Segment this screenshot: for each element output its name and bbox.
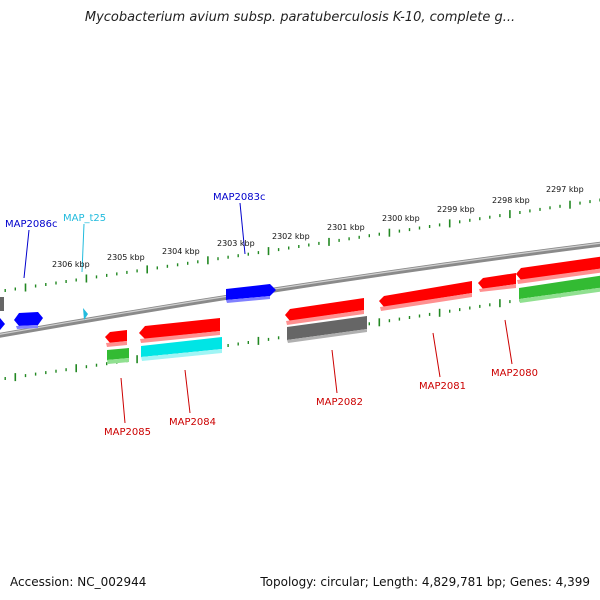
- gene-arrow-map2085[interactable]: [105, 330, 127, 343]
- gene-block-map2084-cyan[interactable]: [141, 337, 222, 357]
- scale-label-2300: 2300 kbp: [382, 214, 420, 223]
- gene-arrow-map2082[interactable]: [285, 298, 364, 321]
- chromosome-backbone: [0, 241, 600, 338]
- gene-label-map2082[interactable]: MAP2082: [316, 397, 363, 408]
- scale-label-2305: 2305 kbp: [107, 253, 145, 262]
- scale-label-2299: 2299 kbp: [437, 205, 475, 214]
- gene-block-map2082-gray[interactable]: [287, 316, 367, 340]
- gene-arrow-map-t25[interactable]: [83, 308, 88, 320]
- scale-labels: 2297 kbp 2298 kbp 2299 kbp 2300 kbp 2301…: [52, 185, 584, 269]
- scale-label-2302: 2302 kbp: [272, 232, 310, 241]
- gene-label-map2085[interactable]: MAP2085: [104, 427, 151, 438]
- topology-text: Topology: circular; Length: 4,829,781 bp…: [260, 575, 590, 589]
- scale-label-2297: 2297 kbp: [546, 185, 584, 194]
- gene-arrow-blue-left-edge[interactable]: [0, 318, 5, 330]
- gene-arrow-map2086c[interactable]: [14, 312, 43, 326]
- gene-labels: MAP2086c MAP_t25 MAP2083c MAP2085 MAP208…: [5, 192, 538, 438]
- scale-ruler-upper: [4, 198, 600, 292]
- gene-label-map2083c[interactable]: MAP2083c: [213, 192, 265, 203]
- gene-label-map-t25[interactable]: MAP_t25: [63, 213, 106, 224]
- gene-block-map2085-green[interactable]: [107, 348, 129, 360]
- gene-label-map2081[interactable]: MAP2081: [419, 381, 466, 392]
- gene-arrow-red-small[interactable]: [478, 273, 516, 289]
- scale-label-2298: 2298 kbp: [492, 196, 530, 205]
- gene-fragment-gray[interactable]: [0, 297, 4, 311]
- gene-arrow-map2084[interactable]: [139, 318, 220, 339]
- label-connectors: [23, 202, 513, 424]
- gene-features: [0, 256, 600, 364]
- gene-arrow-map2081[interactable]: [379, 281, 472, 307]
- gene-block-map2080-green[interactable]: [519, 275, 600, 299]
- gene-label-map2086c[interactable]: MAP2086c: [5, 219, 57, 230]
- scale-label-2303: 2303 kbp: [217, 239, 255, 248]
- gene-label-map2084[interactable]: MAP2084: [169, 417, 216, 428]
- scale-label-2304: 2304 kbp: [162, 247, 200, 256]
- accession-text: Accession: NC_002944: [10, 575, 147, 589]
- gene-arrow-map2083c[interactable]: [226, 284, 276, 300]
- gene-label-map2080[interactable]: MAP2080: [491, 368, 538, 379]
- scale-label-2306: 2306 kbp: [52, 260, 90, 269]
- map-title: Mycobacterium avium subsp. paratuberculo…: [84, 10, 516, 25]
- gene-arrow-map2080[interactable]: [516, 256, 600, 280]
- scale-label-2301: 2301 kbp: [327, 223, 365, 232]
